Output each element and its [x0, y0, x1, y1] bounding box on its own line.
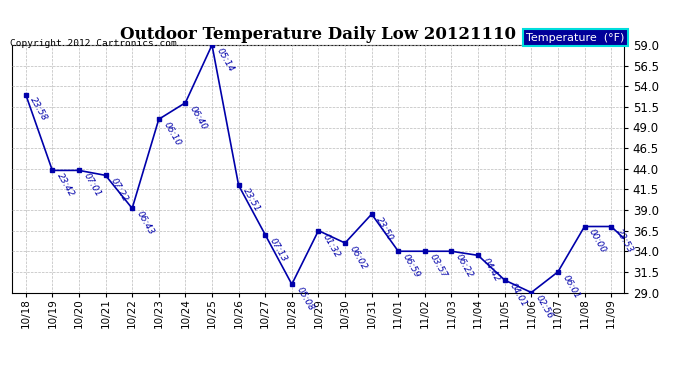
Text: 06:59: 06:59: [401, 253, 422, 280]
Text: 07:01: 07:01: [81, 172, 103, 199]
Text: 01:32: 01:32: [322, 232, 342, 259]
Text: 06:02: 06:02: [348, 244, 368, 272]
Text: Temperature  (°F): Temperature (°F): [526, 33, 624, 42]
Text: 05:08: 05:08: [295, 286, 315, 313]
Text: 04:42: 04:42: [481, 257, 502, 284]
Text: 23:51: 23:51: [241, 187, 262, 214]
Text: Copyright 2012 Cartronics.com: Copyright 2012 Cartronics.com: [10, 39, 177, 48]
Text: 07:13: 07:13: [268, 236, 289, 263]
Title: Outdoor Temperature Daily Low 20121110: Outdoor Temperature Daily Low 20121110: [121, 27, 516, 44]
Text: 04:01: 04:01: [507, 282, 529, 309]
Text: 06:10: 06:10: [161, 121, 182, 148]
Text: 06:22: 06:22: [454, 253, 475, 280]
Text: 23:50: 23:50: [375, 216, 395, 243]
Text: 23:58: 23:58: [28, 96, 49, 123]
Text: 02:11: 02:11: [0, 374, 1, 375]
Text: 03:57: 03:57: [428, 253, 448, 280]
Text: 00:00: 00:00: [587, 228, 608, 255]
Text: 02:56: 02:56: [534, 294, 555, 321]
Text: 06:43: 06:43: [135, 210, 156, 237]
Text: 06:40: 06:40: [188, 104, 209, 131]
Text: 07:22: 07:22: [108, 177, 129, 204]
Text: 23:42: 23:42: [55, 172, 76, 199]
Text: 05:14: 05:14: [215, 46, 235, 74]
Text: 23:53: 23:53: [614, 228, 635, 255]
Text: 06:01: 06:01: [561, 273, 582, 300]
